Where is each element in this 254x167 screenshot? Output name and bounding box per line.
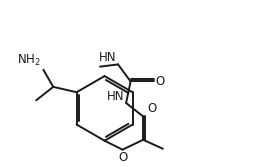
Text: O: O [156,74,165,88]
Text: O: O [119,151,128,164]
Text: NH$_2$: NH$_2$ [17,53,41,68]
Text: HN: HN [99,50,117,63]
Text: HN: HN [107,90,124,103]
Text: O: O [148,102,157,115]
